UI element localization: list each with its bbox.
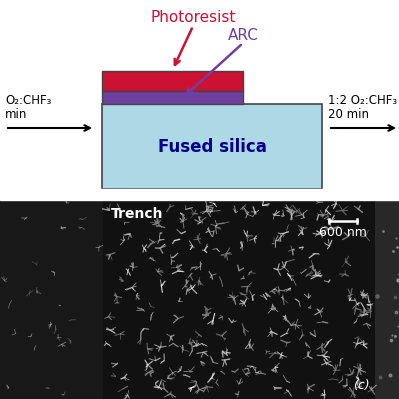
Text: 600 nm: 600 nm [319, 226, 367, 239]
Text: 1:2 O₂:CHF₃: 1:2 O₂:CHF₃ [328, 95, 397, 107]
Text: ARC: ARC [227, 28, 259, 43]
Text: min: min [5, 109, 28, 122]
Text: Photoresist: Photoresist [150, 10, 236, 24]
Bar [102, 104, 322, 189]
Text: (c): (c) [353, 379, 369, 391]
Bar [103, 199, 375, 399]
Text: Fused silica: Fused silica [158, 138, 267, 156]
Bar [0, 189, 399, 200]
Bar [375, 199, 399, 399]
Text: 20 min: 20 min [328, 109, 369, 122]
Bar [102, 71, 243, 91]
Bar [102, 91, 243, 104]
Bar [0, 199, 103, 399]
Text: O₂:CHF₃: O₂:CHF₃ [5, 95, 51, 107]
Text: Trench: Trench [111, 207, 164, 221]
